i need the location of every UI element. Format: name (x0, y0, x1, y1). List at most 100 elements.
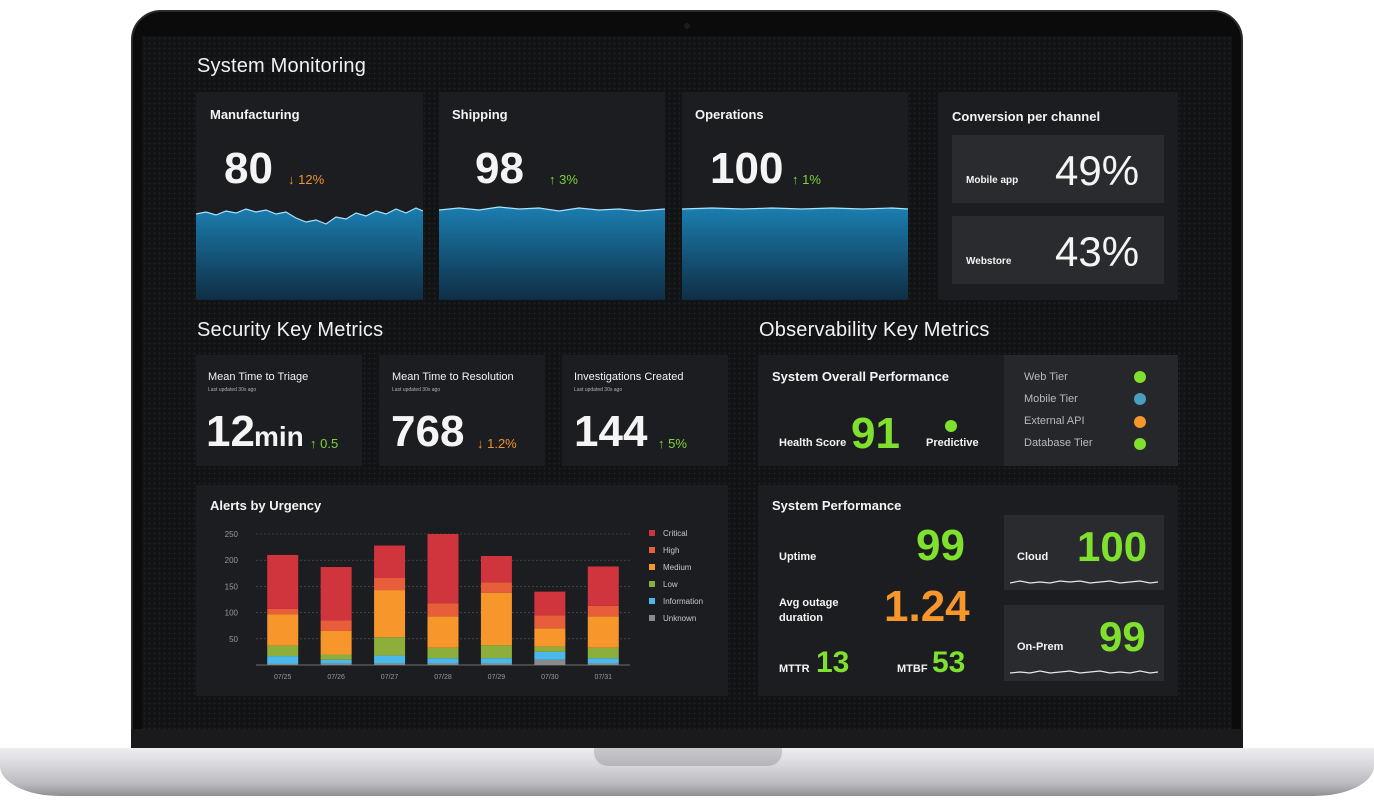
legend-swatch (649, 615, 655, 621)
y-tick-label: 50 (229, 635, 238, 644)
alerts-bar-chart: 50 100 150 200 250 07/25 07/26 07/27 07/28 07/29 0… (225, 529, 703, 681)
x-tick-label: 07/27 (381, 674, 399, 681)
webstore-tile[interactable]: Webstore 43% (952, 216, 1164, 284)
conversion-card[interactable]: Conversion per channel Mobile app 49% We… (938, 92, 1178, 300)
bar-segment (267, 608, 299, 615)
shipping-card[interactable]: Shipping 98 ↑ 3% (439, 92, 665, 300)
bar-segment (320, 654, 352, 660)
tier-status-dot (1134, 438, 1146, 450)
legend-swatch (649, 530, 655, 536)
cloud-value: 100 (1077, 523, 1148, 570)
tier-label: Mobile Tier (1024, 393, 1078, 405)
legend-swatch (649, 564, 655, 570)
bar-segment (587, 663, 619, 665)
card-delta: ↑ 5% (658, 436, 687, 451)
operations-sparkline (682, 207, 908, 300)
x-tick-label: 07/31 (595, 674, 613, 681)
card-value: 98 (475, 144, 524, 193)
card-delta: ↓ 1.2% (477, 436, 517, 451)
card-delta: ↑ 3% (549, 172, 578, 187)
operations-card[interactable]: Operations 100 ↑ 1% (682, 92, 908, 300)
tier-label: External API (1024, 415, 1085, 427)
bar-segment (374, 590, 406, 638)
alerts-chart-card[interactable]: Alerts by Urgency 50 100 150 200 250 07/25 07/… (196, 485, 728, 696)
on-prem-value: 99 (1099, 613, 1146, 660)
chart-title: Alerts by Urgency (210, 498, 322, 513)
predictive-label: Predictive (926, 437, 979, 449)
tier-label: Web Tier (1024, 371, 1068, 383)
cloud-label: Cloud (1017, 551, 1049, 563)
bar-segment (267, 645, 299, 657)
avg-outage-label-2: duration (779, 612, 823, 624)
card-title: Manufacturing (210, 107, 300, 122)
card-value: 100 (710, 144, 784, 193)
card-title: Mean Time to Resolution (392, 371, 514, 383)
x-tick-label: 07/30 (541, 674, 559, 681)
mobile-app-tile[interactable]: Mobile app 49% (952, 135, 1164, 203)
card-value: 12 (206, 407, 255, 456)
bar-segment (267, 663, 299, 665)
tile-value: 49% (1055, 147, 1140, 194)
uptime-value: 99 (916, 521, 965, 570)
manufacturing-sparkline (196, 207, 423, 300)
card-updated: Last updated 30s ago (574, 387, 623, 393)
legend-label: Unknown (663, 614, 696, 623)
bar-segment (534, 659, 566, 665)
shipping-sparkline (439, 206, 665, 300)
bar-segment (320, 659, 352, 664)
system-overall-card[interactable]: System Overall Performance Health Score … (758, 355, 1178, 466)
bar-segment (374, 655, 406, 664)
bar-segment (374, 663, 406, 665)
resolution-card[interactable]: Mean Time to Resolution Last updated 30s… (379, 355, 545, 466)
card-value: 80 (224, 144, 273, 193)
bar-segment (480, 645, 512, 659)
tier-status-dot (1134, 416, 1146, 428)
y-tick-label: 200 (225, 556, 239, 565)
bar-segment (587, 616, 619, 648)
bar-segment (534, 651, 566, 660)
legend-swatch (649, 598, 655, 604)
health-score-label: Health Score (779, 437, 847, 449)
tile-label: Webstore (966, 256, 1012, 267)
bar-segment (427, 658, 459, 664)
bar-segment (480, 556, 512, 583)
card-title: Mean Time to Triage (208, 371, 309, 383)
cloud-sparkline (1010, 580, 1158, 584)
cloud-tile[interactable]: Cloud 100 (1004, 515, 1164, 590)
card-delta: ↑ 0.5 (310, 436, 339, 451)
bar-segment (374, 578, 406, 591)
laptop-notch (594, 748, 782, 766)
manufacturing-card[interactable]: Manufacturing 80 ↓ 12% (196, 92, 423, 300)
card-value: 768 (391, 407, 465, 456)
bar-segment (267, 614, 299, 646)
system-monitoring-title: System Monitoring (197, 55, 367, 77)
bar-segment (587, 605, 619, 617)
card-unit: min (254, 421, 304, 452)
bar-segment (534, 615, 566, 629)
card-delta: ↑ 1% (792, 172, 821, 187)
on-prem-tile[interactable]: On-Prem 99 (1004, 605, 1164, 681)
bar-segment (427, 663, 459, 665)
legend-label: High (663, 546, 679, 555)
system-performance-card[interactable]: System Performance Uptime 99 Avg outage … (758, 485, 1178, 696)
bar-segment (587, 566, 619, 606)
triage-card[interactable]: Mean Time to Triage Last updated 30s ago… (196, 355, 362, 466)
health-score-value: 91 (851, 409, 900, 458)
avg-outage-value: 1.24 (884, 582, 970, 631)
bar-segment (374, 545, 406, 579)
bar-segment (267, 554, 299, 609)
card-title: System Performance (772, 498, 902, 513)
y-tick-label: 250 (225, 530, 239, 539)
bar-segment (534, 628, 566, 647)
card-delta: ↓ 12% (288, 172, 325, 187)
card-value: 144 (574, 407, 648, 456)
investigations-card[interactable]: Investigations Created Last updated 30s … (562, 355, 728, 466)
tier-status-dot (1134, 393, 1146, 405)
bar-segment (427, 534, 459, 604)
x-tick-label: 07/29 (488, 674, 506, 681)
legend-swatch (649, 547, 655, 553)
bar-segment (267, 656, 299, 664)
mttr-value: 13 (816, 646, 850, 679)
mtbf-value: 53 (932, 646, 966, 679)
bar-segment (320, 567, 352, 621)
